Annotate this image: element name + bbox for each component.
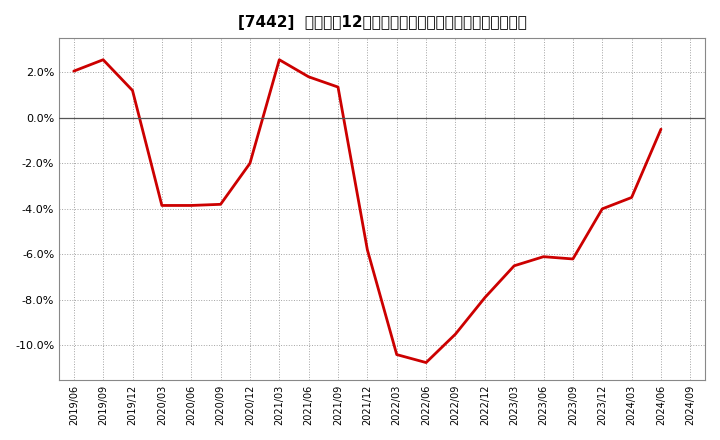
Title: [7442]  売上高の12か月移動合計の対前年同期増減率の推移: [7442] 売上高の12か月移動合計の対前年同期増減率の推移 <box>238 15 526 30</box>
